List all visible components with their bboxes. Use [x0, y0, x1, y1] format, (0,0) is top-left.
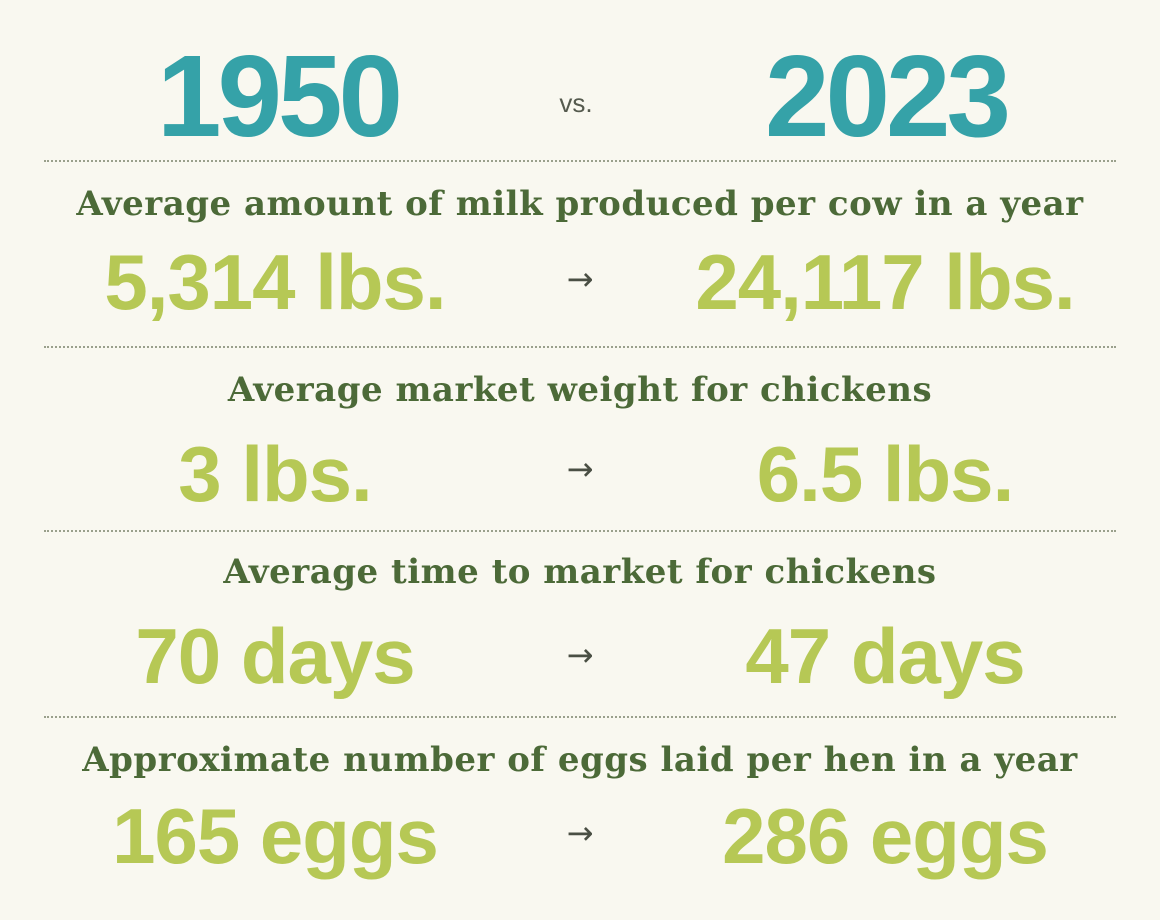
- chicken-weight-value-1950: 3 lbs.: [178, 430, 372, 518]
- arrow-icon: →: [566, 450, 594, 488]
- year-2023-heading: 2023: [764, 31, 1011, 161]
- divider: [44, 716, 1116, 718]
- divider: [44, 530, 1116, 532]
- divider: [44, 346, 1116, 348]
- chicken-weight-value-2023: 6.5 lbs.: [756, 430, 1014, 518]
- eggs-label: Approximate number of eggs laid per hen …: [82, 740, 1078, 780]
- eggs-value-2023: 286 eggs: [722, 792, 1049, 880]
- chicken-time-value-2023: 47 days: [745, 612, 1025, 700]
- divider: [44, 160, 1116, 162]
- chicken-time-value-1950: 70 days: [135, 612, 415, 700]
- milk-label: Average amount of milk produced per cow …: [76, 184, 1084, 224]
- chicken-time-label: Average time to market for chickens: [223, 552, 937, 592]
- arrow-icon: →: [566, 260, 594, 298]
- arrow-icon: →: [566, 636, 594, 674]
- milk-value-2023: 24,117 lbs.: [695, 238, 1075, 326]
- year-1950-heading: 1950: [156, 31, 403, 161]
- eggs-value-1950: 165 eggs: [112, 792, 439, 880]
- arrow-icon: →: [566, 814, 594, 852]
- milk-value-1950: 5,314 lbs.: [104, 238, 446, 326]
- chicken-weight-label: Average market weight for chickens: [227, 370, 933, 410]
- versus-label: vs.: [559, 88, 593, 118]
